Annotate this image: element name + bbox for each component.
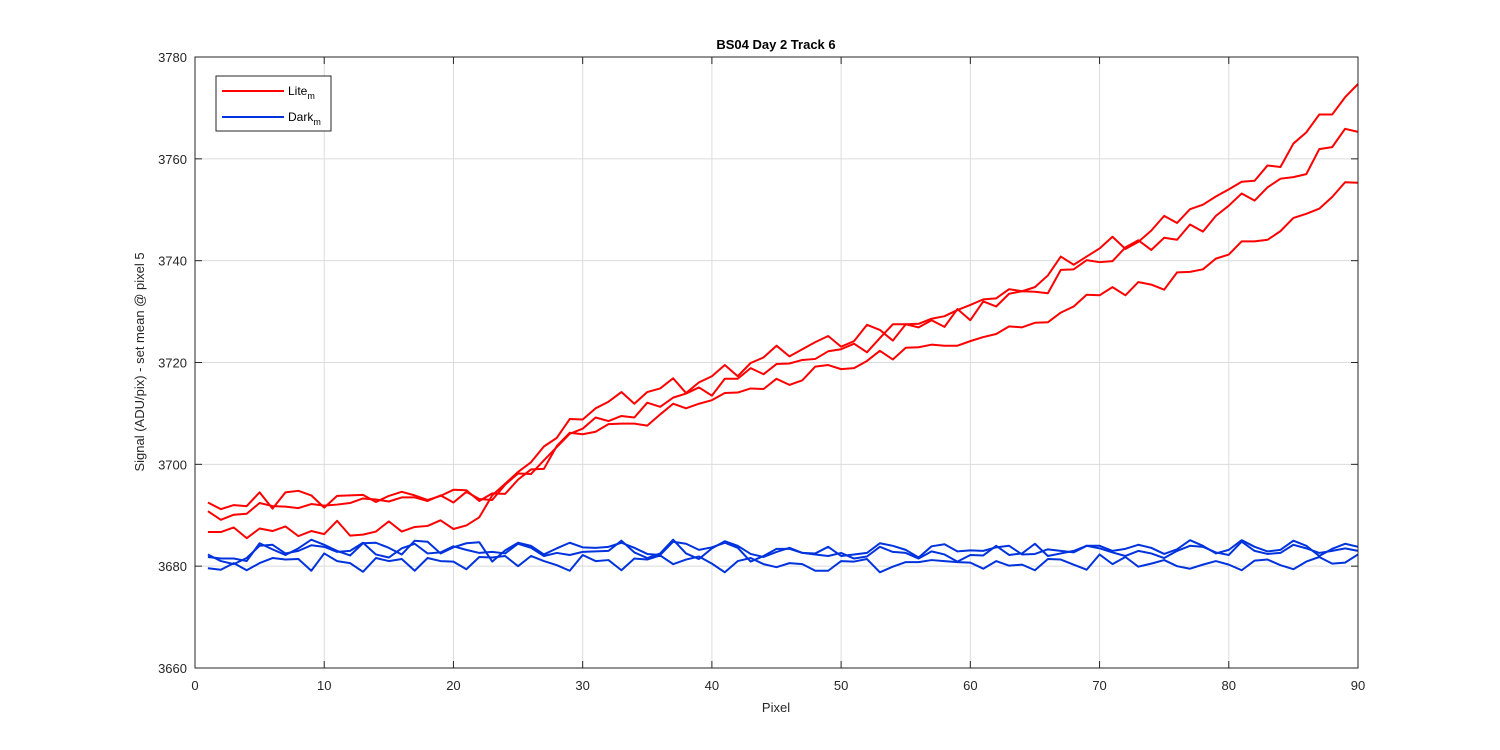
legend-label-lite: Litem [288,84,315,101]
x-tick-label: 10 [317,678,331,693]
legend-label-dark: Darkm [288,110,321,127]
y-tick-label: 3680 [158,559,187,574]
y-axis-label: Signal (ADU/pix) - set mean @ pixel 5 [132,252,147,471]
x-tick-label: 0 [191,678,198,693]
x-axis-label: Pixel [762,700,790,715]
series-line-lite-3 [207,83,1359,540]
chart-title: BS04 Day 2 Track 6 [716,37,835,52]
x-tick-label: 30 [575,678,589,693]
legend-lite-text: Lite [288,84,308,98]
grid-lines [195,57,1358,668]
series-line-lite-1 [207,181,1359,511]
y-tick-label: 3760 [158,152,187,167]
x-tick-label: 40 [705,678,719,693]
legend-box [215,75,332,132]
y-tick-label: 3740 [158,254,187,269]
legend-dark-subscript: m [313,117,321,127]
x-tick-label: 50 [834,678,848,693]
y-tick-label: 3660 [158,661,187,676]
y-tick-label: 3780 [158,50,187,65]
legend: Litem Darkm [215,75,332,132]
x-tick-label: 70 [1092,678,1106,693]
legend-dark-text: Dark [288,110,314,124]
series-line-lite-2 [207,127,1359,521]
series-line-dark-5 [207,538,1359,566]
x-tick-label: 80 [1222,678,1236,693]
x-tick-label: 20 [446,678,460,693]
series-layer [207,83,1359,574]
x-tick-label: 90 [1351,678,1365,693]
legend-lite-subscript: m [307,91,315,101]
axis-ticks: 0 10 20 30 40 50 60 70 80 90 3660 3680 3700 3720 3740 3… [158,50,1365,693]
x-tick-label: 60 [963,678,977,693]
series-line-dark-6 [207,552,1359,574]
y-tick-label: 3700 [158,457,187,472]
y-tick-label: 3720 [158,356,187,371]
